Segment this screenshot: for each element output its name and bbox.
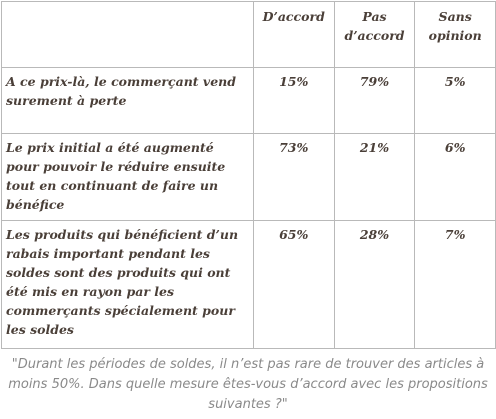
- table-row: Le prix initial a été augmenté pour pouv…: [1, 133, 496, 221]
- header-empty: [1, 1, 254, 68]
- cell-pas-d-accord: 79%: [333, 67, 416, 134]
- cell-sans-opinion: 6%: [414, 133, 496, 221]
- cell-pas-d-accord: 28%: [333, 220, 416, 349]
- row-statement: Les produits qui bénéficient d’un rabais…: [1, 220, 254, 349]
- cell-sans-opinion: 5%: [414, 67, 496, 134]
- header-pas-d-accord: Pas d’accord: [333, 1, 416, 68]
- cell-pas-d-accord: 21%: [333, 133, 416, 221]
- cell-d-accord: 65%: [252, 220, 335, 349]
- table-row: Les produits qui bénéficient d’un rabais…: [1, 220, 496, 349]
- row-statement: A ce prix-là, le commerçant vend suremen…: [1, 67, 254, 134]
- header-d-accord: D’accord: [252, 1, 335, 68]
- row-statement: Le prix initial a été augmenté pour pouv…: [1, 133, 254, 221]
- figure-caption: "Durant les périodes de soldes, il n’est…: [8, 357, 488, 412]
- header-row: D’accord Pas d’accord Sans opinion: [1, 1, 496, 68]
- table-row: A ce prix-là, le commerçant vend suremen…: [1, 67, 496, 134]
- header-sans-opinion: Sans opinion: [414, 1, 496, 68]
- survey-table: D’accord Pas d’accord Sans opinion A ce …: [1, 1, 496, 349]
- cell-d-accord: 15%: [252, 67, 335, 134]
- cell-d-accord: 73%: [252, 133, 335, 221]
- cell-sans-opinion: 7%: [414, 220, 496, 349]
